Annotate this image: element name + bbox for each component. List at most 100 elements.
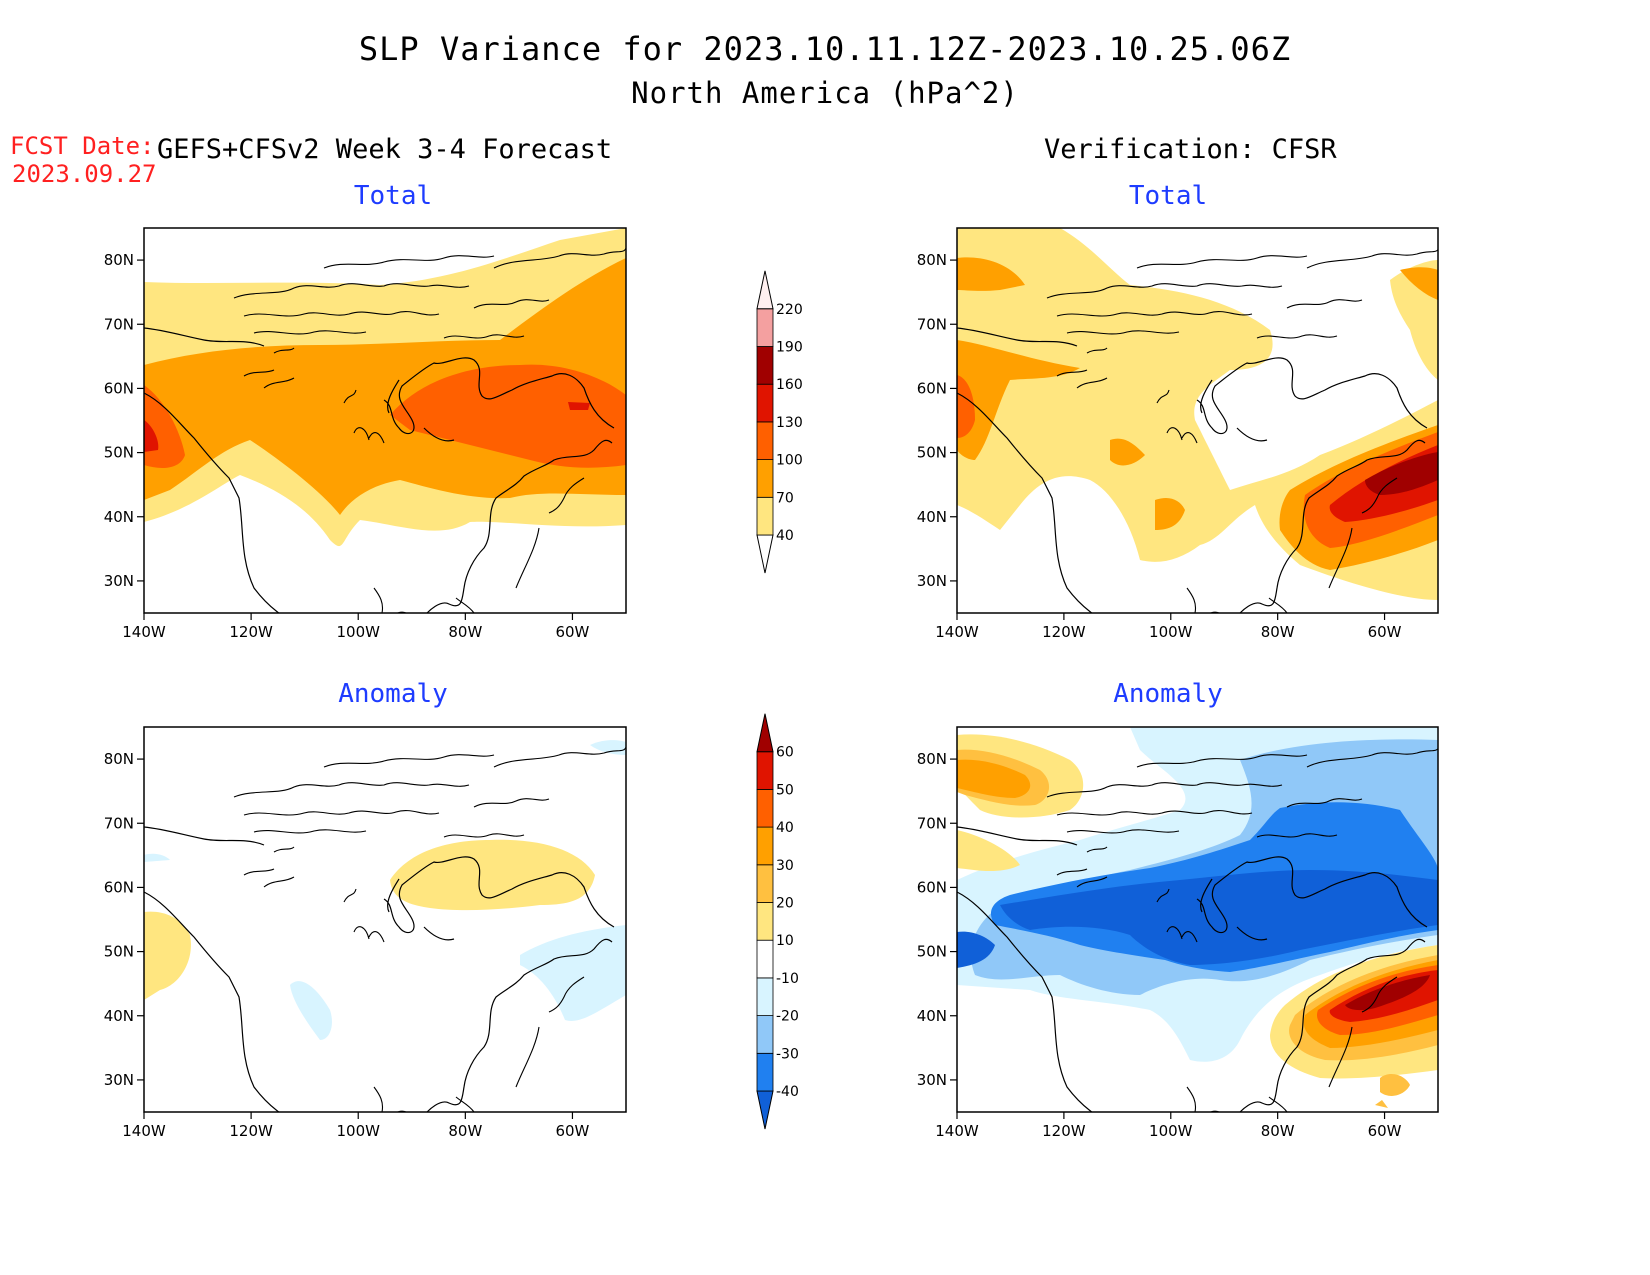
verif-anom-lat-label: 60N: [917, 878, 947, 896]
colorbar-anom-swatch: [756, 1015, 774, 1054]
fcst-date-label: FCST Date:: [10, 132, 155, 160]
verif-anom-lon-label: 60W: [1368, 1122, 1402, 1140]
fcst-anom-frame: [143, 726, 627, 1113]
colorbar-total-swatch: [756, 459, 774, 498]
fcst-total-frame: [143, 227, 627, 614]
verif-anom-lon-label: 120W: [1042, 1122, 1086, 1140]
colorbar-total-over: [756, 270, 774, 310]
colorbar-anom-label: 10: [776, 933, 794, 949]
verif-anom-lon-label: 100W: [1149, 1122, 1193, 1140]
fcst-date-value: 2023.09.27: [12, 160, 157, 188]
colorbar-anom-swatch: [756, 826, 774, 866]
verif-anom-map: [957, 727, 1438, 1112]
colorbar-anom-label: -20: [776, 1009, 799, 1025]
fcst-anom-lat-label: 40N: [104, 1007, 134, 1025]
main-subtitle: North America (hPa^2): [631, 76, 1019, 110]
fcst-total-lat-label: 80N: [104, 251, 134, 269]
fcst-total-lon-label: 100W: [336, 623, 380, 641]
fcst-anom-lon-label: 80W: [448, 1122, 482, 1140]
colorbar-anom-over: [756, 713, 774, 753]
verif-anom-frame: [956, 726, 1439, 1113]
fcst-total-lon-label: 80W: [448, 623, 482, 641]
verif-anom-lon-label: 140W: [935, 1122, 979, 1140]
fcst-total-lat-label: 50N: [104, 444, 134, 462]
fcst-total-lat-label: 40N: [104, 508, 134, 526]
colorbar-total-label: 130: [776, 415, 803, 431]
fcst-anom-lon-label: 60W: [555, 1122, 589, 1140]
colorbar-total-label: 220: [776, 302, 803, 318]
fcst-anom-lat-label: 50N: [104, 943, 134, 961]
colorbar-total-label: 40: [776, 528, 794, 544]
verif-total-lat-label: 50N: [917, 444, 947, 462]
verif-total-lat-label: 80N: [917, 251, 947, 269]
verif-total-lat-label: 60N: [917, 379, 947, 397]
verif-anom-lat-label: 40N: [917, 1007, 947, 1025]
verif-anom-subtitle: Anomaly: [1113, 679, 1223, 709]
fcst-anom-map: [144, 727, 626, 1112]
colorbar-total-under: [756, 534, 774, 574]
fcst-anom-lon-label: 120W: [229, 1122, 273, 1140]
forecast-header: GEFS+CFSv2 Week 3-4 Forecast: [157, 134, 613, 165]
fcst-total-lat-label: 30N: [104, 572, 134, 590]
colorbar-total-swatch: [756, 383, 774, 423]
colorbar-anom-swatch: [756, 864, 774, 903]
verif-total-frame: [956, 227, 1439, 614]
verif-total-lon-label: 120W: [1042, 623, 1086, 641]
colorbar-anom-swatch: [756, 902, 774, 941]
colorbar-anom-swatch: [756, 1052, 774, 1092]
colorbar-anom-swatch: [756, 789, 774, 828]
verif-anom-lat-label: 70N: [917, 814, 947, 832]
colorbar-anom-swatch: [756, 977, 774, 1017]
colorbar-anom-label: -10: [776, 971, 799, 987]
colorbar-anomaly: -40 -30 -20 -10 10 20 30 40 50 60: [756, 713, 799, 1130]
verif-total-lon-label: 140W: [935, 623, 979, 641]
colorbar-total-label: 70: [776, 490, 794, 506]
fcst-total-lat-label: 70N: [104, 315, 134, 333]
axis-ticks: 80N 70N 60N 50N 40N 30N 140W 120W 100W 80W 60W 80N 7…: [104, 251, 1402, 1140]
colorbar-total: 40 70 100 130 160 190 220: [756, 270, 803, 574]
colorbar-total-label: 190: [776, 340, 803, 356]
colorbar-anom-label: -40: [776, 1084, 799, 1100]
fcst-anom-subtitle: Anomaly: [338, 679, 448, 709]
fcst-anom-lon-label: 140W: [122, 1122, 166, 1140]
fcst-anom-lat-label: 70N: [104, 814, 134, 832]
colorbar-anom-label: 40: [776, 820, 794, 836]
fcst-total-lat-label: 60N: [104, 379, 134, 397]
fcst-total-lon-label: 60W: [555, 623, 589, 641]
colorbar-total-swatch: [756, 308, 774, 347]
verification-header: Verification: CFSR: [1044, 134, 1337, 165]
fcst-total-lon-label: 120W: [229, 623, 273, 641]
main-title: SLP Variance for 2023.10.11.12Z-2023.10.…: [358, 30, 1292, 68]
verif-total-subtitle: Total: [1128, 181, 1208, 211]
verif-total-lon-label: 80W: [1261, 623, 1295, 641]
verif-anom-lon-label: 80W: [1261, 1122, 1295, 1140]
colorbar-anom-swatch: [756, 751, 774, 790]
fcst-anom-lat-label: 60N: [104, 878, 134, 896]
verif-anom-lat-label: 30N: [917, 1071, 947, 1089]
verif-anom-lat-label: 80N: [917, 750, 947, 768]
colorbar-total-label: 100: [776, 453, 803, 469]
verif-anom-lat-label: 50N: [917, 943, 947, 961]
colorbar-anom-label: -30: [776, 1046, 799, 1062]
verif-total-lon-label: 100W: [1149, 623, 1193, 641]
colorbar-anom-under: [756, 1090, 774, 1130]
verif-total-map: [957, 228, 1438, 613]
verif-total-lat-label: 40N: [917, 508, 947, 526]
verif-total-lat-label: 30N: [917, 572, 947, 590]
verif-total-lat-label: 70N: [917, 315, 947, 333]
colorbar-anom-swatch: [756, 939, 774, 979]
colorbar-total-swatch: [756, 346, 774, 385]
fcst-anom-lat-label: 80N: [104, 750, 134, 768]
colorbar-anom-label: 60: [776, 745, 794, 761]
colorbar-anom-label: 20: [776, 896, 794, 912]
verif-total-lon-label: 60W: [1368, 623, 1402, 641]
colorbar-total-swatch: [756, 496, 774, 536]
fcst-anom-lat-label: 30N: [104, 1071, 134, 1089]
fcst-total-lon-label: 140W: [122, 623, 166, 641]
colorbar-total-swatch: [756, 421, 774, 460]
fcst-anom-lon-label: 100W: [336, 1122, 380, 1140]
colorbar-total-label: 160: [776, 377, 803, 393]
fcst-total-map: [144, 228, 626, 613]
colorbar-anom-label: 50: [776, 782, 794, 798]
fcst-total-subtitle: Total: [353, 181, 433, 211]
